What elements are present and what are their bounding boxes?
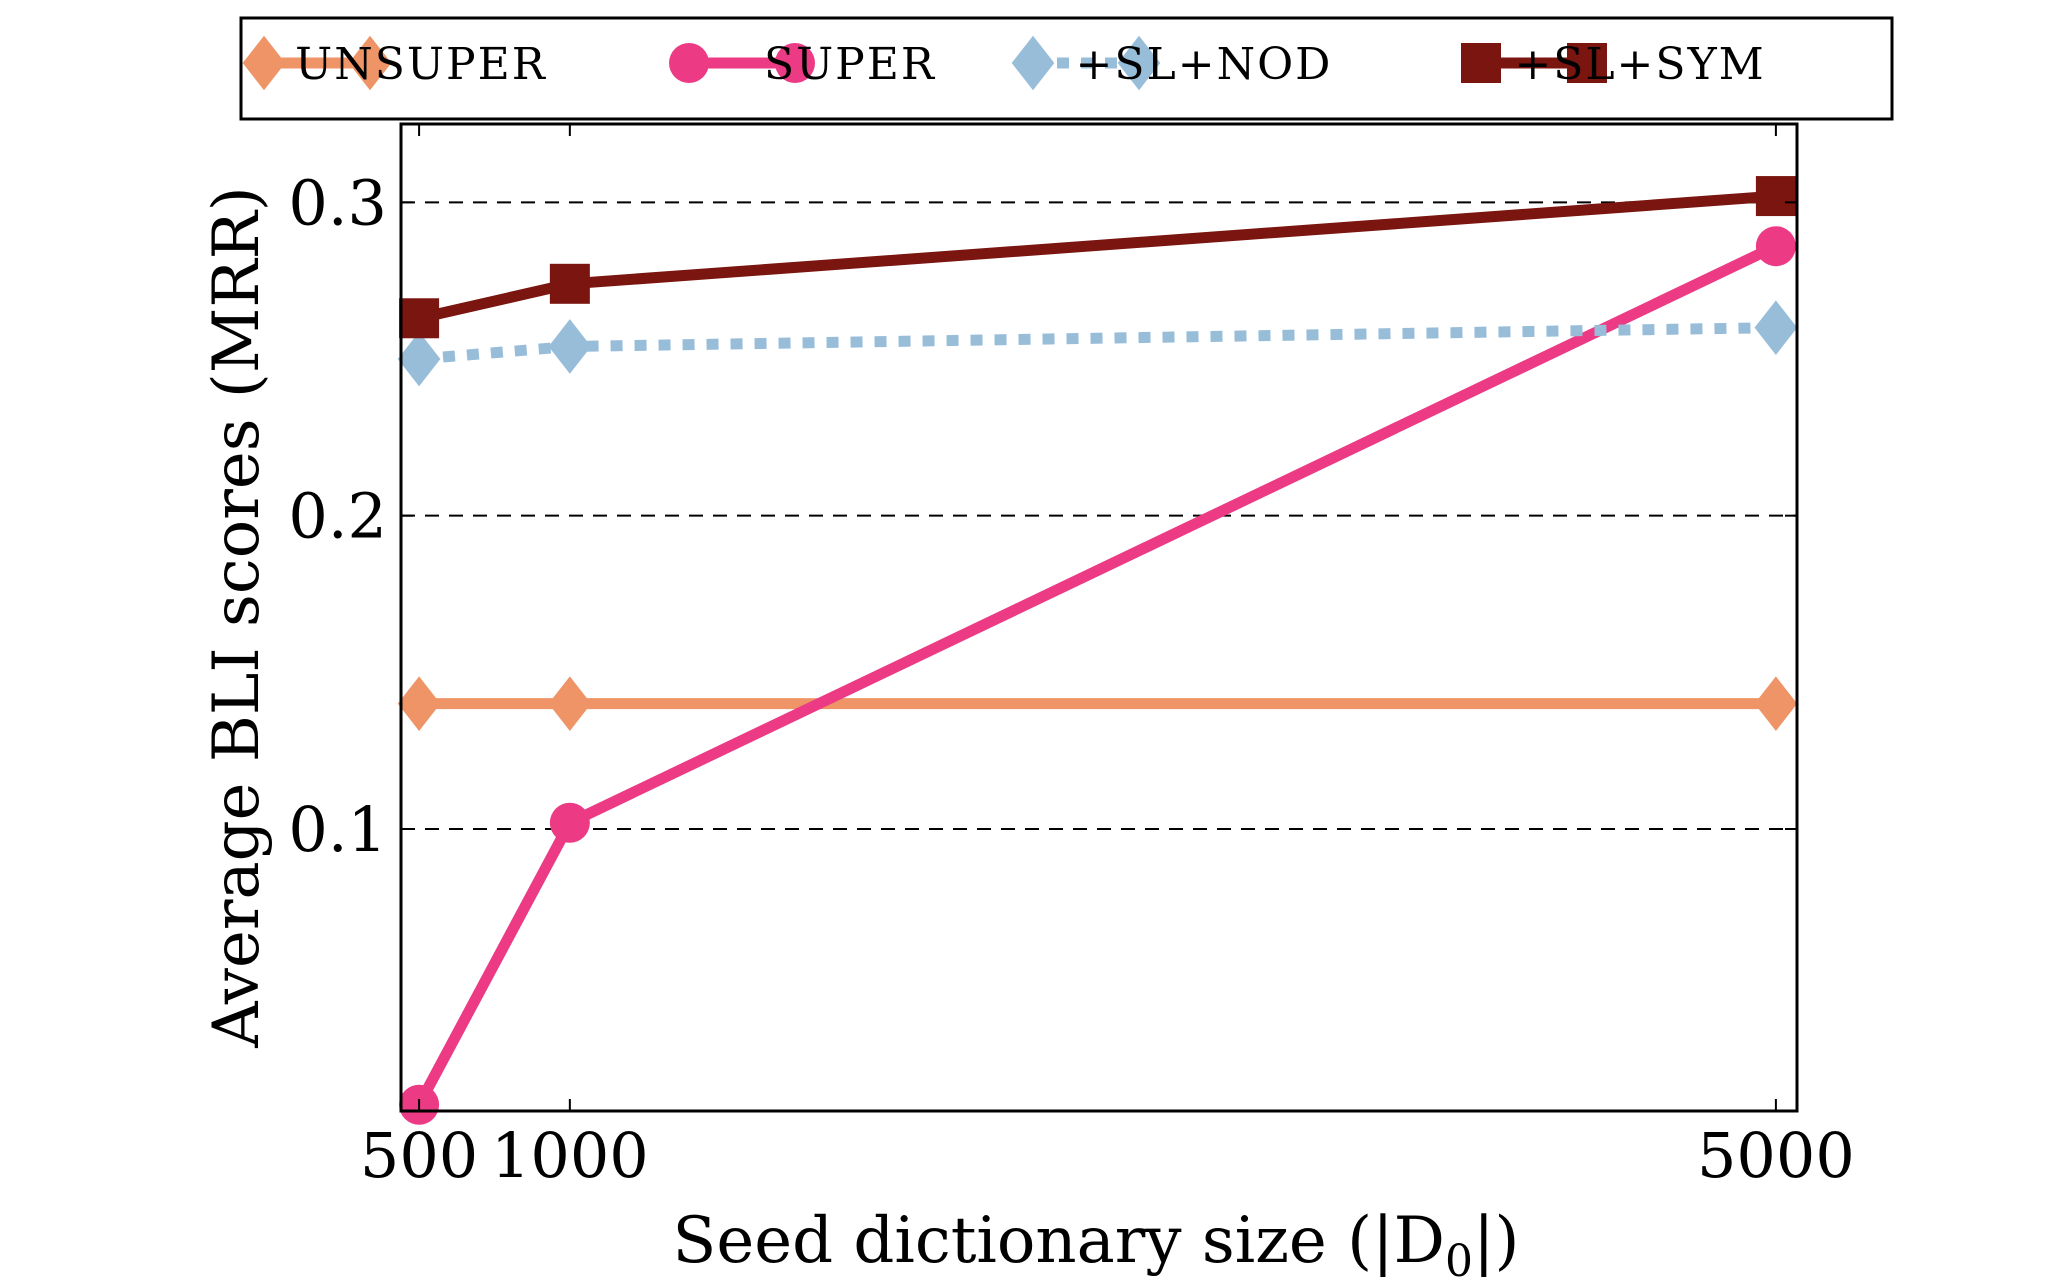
series-sl-sym — [399, 176, 1796, 339]
x-axis-title-suffix: |) — [1473, 1204, 1520, 1278]
point-super — [1755, 226, 1796, 267]
legend-marker — [348, 35, 392, 91]
x-tick-label: 1000 — [491, 1119, 649, 1192]
legend-label: +SL+NOD — [1076, 39, 1333, 90]
point-sl-sym — [549, 263, 590, 304]
legend-item-unsuper: UNSUPER — [242, 35, 547, 91]
legend-label: UNSUPER — [295, 39, 547, 90]
legend: UNSUPER SUPER +SL+NOD +SL+SYM — [239, 16, 1894, 121]
y-tick-label: 0.2 — [288, 480, 387, 553]
legend-item-sl-nod: +SL+NOD — [1011, 35, 1333, 91]
legend-item-super: SUPER — [669, 39, 936, 90]
legend-marker — [242, 35, 286, 91]
series-super — [399, 226, 1796, 1125]
legend-label: +SL+SYM — [1514, 39, 1765, 90]
series-line-sl-sym — [417, 190, 1777, 324]
y-axis-title: Average BLI scores (MRR) — [200, 186, 274, 1048]
y-tick-label: 0.1 — [288, 793, 387, 866]
point-sl-nod — [397, 331, 441, 387]
x-tick-label: 5000 — [1697, 1119, 1855, 1192]
legend-item-sl-sym: +SL+SYM — [1461, 39, 1765, 90]
series-sl-nod — [397, 300, 1798, 387]
legend-marker — [1117, 35, 1161, 91]
x-axis-title-subscript: 0 — [1445, 1236, 1473, 1287]
point-sl-nod — [1754, 300, 1798, 355]
series-unsuper — [397, 676, 1798, 731]
legend-marker — [1011, 35, 1055, 91]
x-axis-title-main: Seed dictionary size (|D — [673, 1204, 1445, 1278]
axis-ticks: 0.1 0.2 0.3 500 1000 5000 — [288, 124, 1855, 1192]
legend-marker — [775, 43, 815, 83]
legend-marker — [1567, 43, 1607, 83]
point-sl-nod — [548, 319, 592, 374]
plot-frame — [399, 122, 1799, 1113]
series-group — [397, 176, 1798, 1125]
legend-label: SUPER — [764, 39, 936, 90]
point-unsuper — [548, 676, 592, 731]
point-unsuper — [1754, 676, 1798, 731]
point-unsuper — [397, 676, 441, 731]
grid-lines — [401, 201, 1797, 830]
x-tick-label: 500 — [360, 1119, 478, 1192]
point-super — [549, 802, 590, 843]
series-line-super — [414, 241, 1779, 1108]
legend-marker — [669, 43, 709, 83]
point-sl-sym — [399, 298, 440, 339]
y-tick-label: 0.3 — [288, 166, 387, 239]
point-sl-sym — [1755, 176, 1796, 217]
legend-marker — [1461, 43, 1501, 83]
x-axis-title: Seed dictionary size (|D0|) — [673, 1204, 1520, 1287]
